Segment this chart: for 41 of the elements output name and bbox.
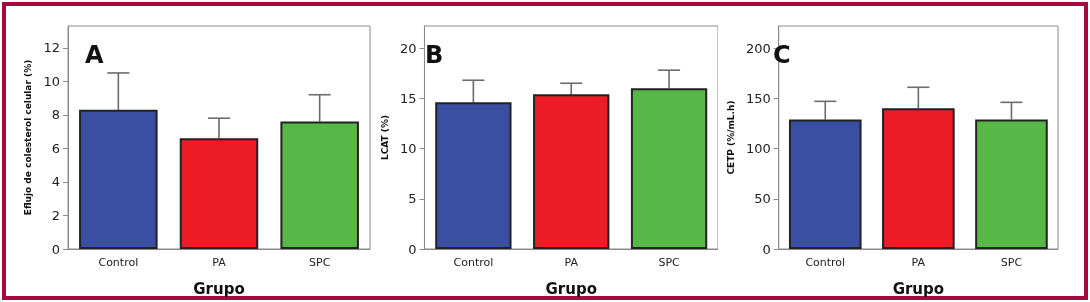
text: B (425, 41, 444, 69)
y-tick-label: 10 (43, 73, 60, 89)
y-tick-label: 6 (51, 140, 60, 156)
x-tick-label: SPC (1000, 256, 1023, 269)
y-tick-label: 8 (51, 107, 60, 123)
y-tick-label: 200 (745, 40, 771, 56)
x-tick-label: Control (453, 256, 494, 269)
y-tick-label: 20 (399, 40, 417, 56)
bar (630, 88, 708, 249)
bar (179, 138, 259, 249)
x-tick-label: PA (911, 256, 926, 269)
x-tick-label: Control (98, 256, 139, 269)
x-axis-title: Grupo (545, 279, 597, 298)
y-tick-label: 150 (745, 90, 771, 106)
x-axis-title: Grupo (193, 279, 245, 298)
y-tick-label: 12 (43, 40, 60, 56)
y-tick-label: 0 (51, 241, 60, 257)
y-tick-label: 0 (408, 241, 417, 257)
bar (280, 121, 359, 249)
y-axis-title: Eflujo de colesterol celular (%) (23, 59, 34, 216)
y-tick-label: 100 (745, 141, 771, 157)
x-tick-label: SPC (658, 256, 681, 269)
y-tick-label: 2 (51, 207, 60, 223)
x-tick-label: SPC (309, 256, 331, 269)
x-axis-title: Grupo (892, 279, 945, 298)
y-axis-title: LCAT (%) (379, 114, 390, 161)
y-tick-label: 10 (399, 141, 417, 157)
y-tick-label: 15 (399, 90, 417, 106)
bar (435, 102, 512, 249)
text: C (773, 41, 791, 69)
bar (79, 109, 158, 249)
x-tick-label: PA (212, 256, 227, 269)
y-tick-label: 50 (754, 191, 771, 207)
y-axis-title: CETP (%/mL.h) (725, 100, 736, 175)
x-tick-label: PA (564, 256, 579, 269)
x-tick-label: Control (805, 256, 846, 269)
y-tick-label: 0 (762, 241, 771, 257)
text: A (85, 41, 104, 69)
y-tick-label: 4 (51, 174, 60, 190)
bar (533, 94, 610, 249)
y-tick-label: 5 (408, 191, 417, 207)
